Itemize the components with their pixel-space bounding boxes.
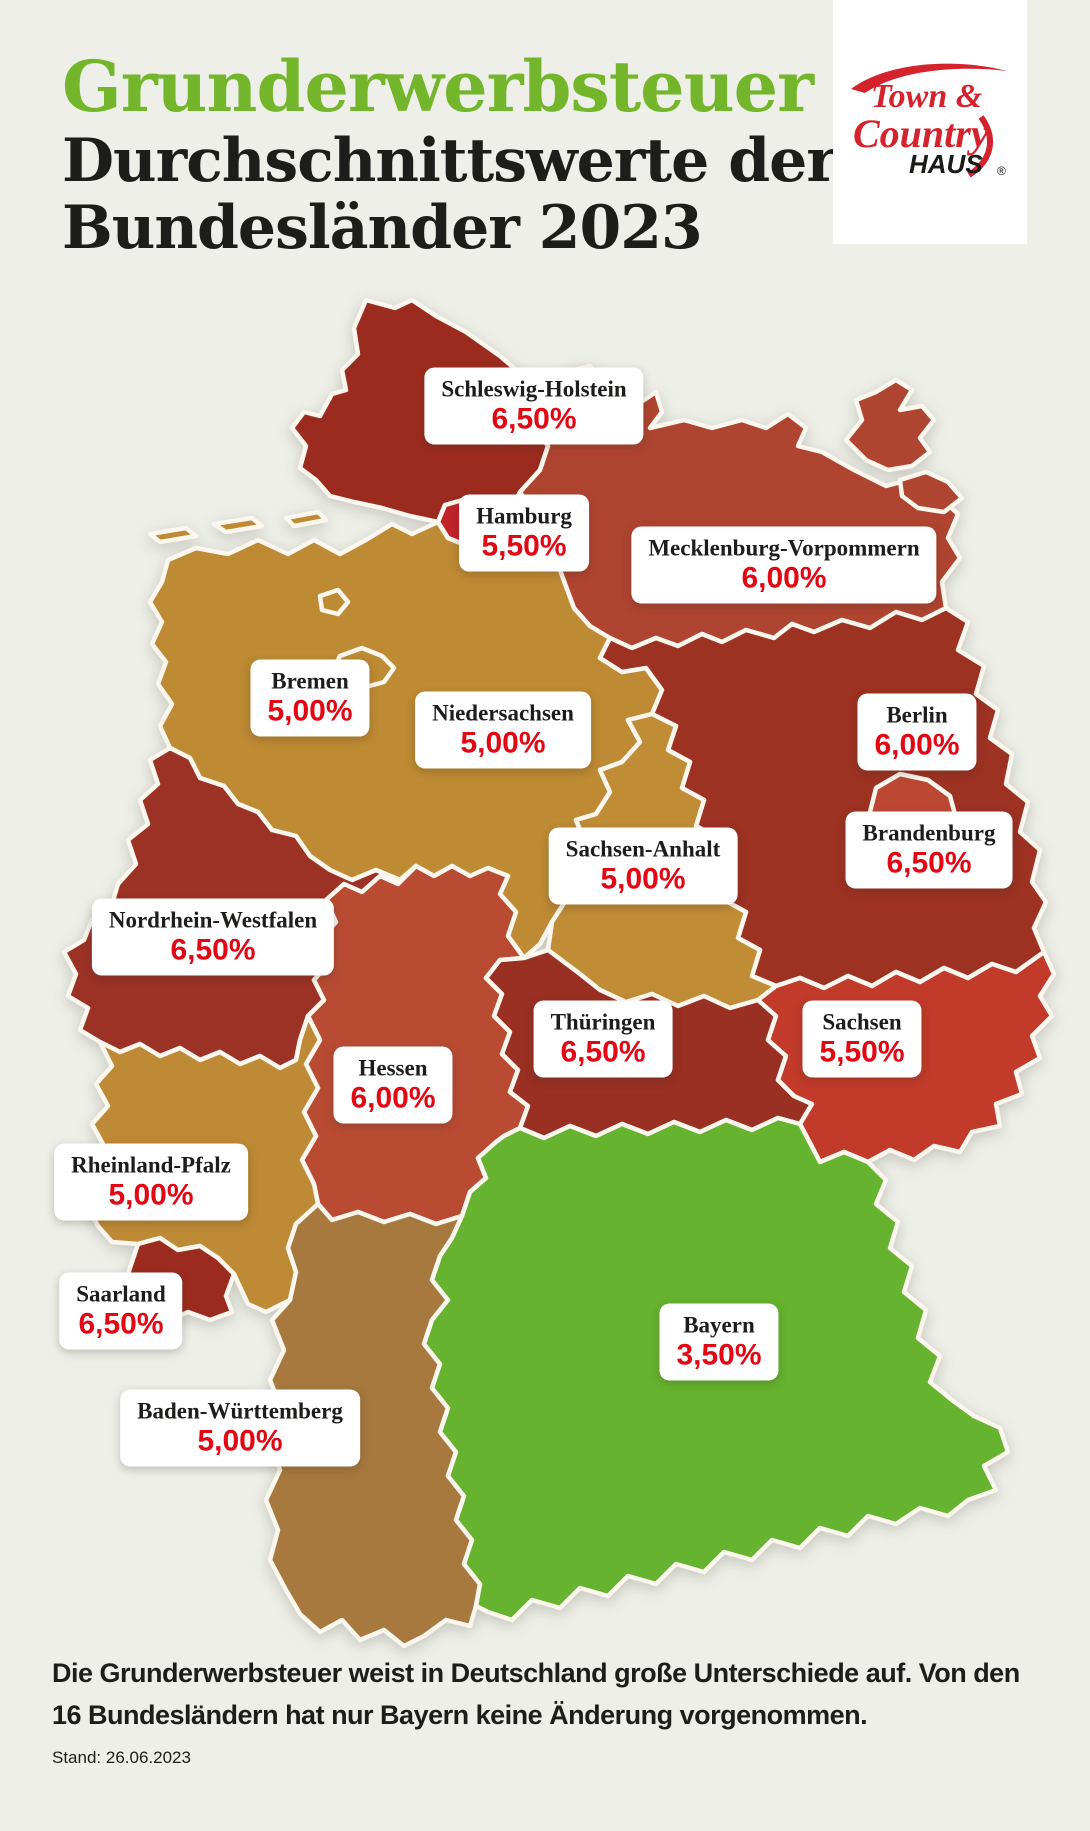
state-name: Mecklenburg-Vorpommern [648, 535, 920, 561]
label-baden-wuerttemberg: Baden-Württemberg 5,00% [120, 1389, 360, 1467]
state-tax-value: 5,50% [481, 529, 567, 563]
logo-registered-icon: ® [997, 164, 1006, 178]
state-name: Niedersachsen [432, 700, 574, 726]
logo-swoosh-icon [851, 63, 1007, 93]
state-tax-value: 5,00% [108, 1178, 194, 1212]
state-tax-value: 3,50% [676, 1338, 762, 1372]
state-name: Schleswig-Holstein [441, 376, 627, 402]
footer-description: Die Grunderwerbsteuer weist in Deutschla… [52, 1652, 1062, 1736]
label-sachsen: Sachsen 5,50% [802, 1000, 922, 1078]
label-nordrhein-westfalen: Nordrhein-Westfalen 6,50% [91, 898, 335, 976]
logo-line3: HAUS [909, 149, 983, 179]
town-country-logo: Town & Country HAUS ® [833, 0, 1027, 244]
state-tax-value: 6,50% [560, 1035, 646, 1069]
state-tax-value: 5,00% [460, 726, 546, 760]
state-name: Thüringen [550, 1009, 656, 1035]
island-icon [283, 509, 329, 529]
state-tax-value: 6,00% [350, 1081, 436, 1115]
logo-line1: Town & [871, 78, 983, 115]
state-shape-bremerhaven [317, 587, 351, 617]
town-country-logo-icon: Town & Country HAUS ® [851, 63, 1007, 179]
label-bayern: Bayern 3,50% [659, 1303, 779, 1381]
state-name: Sachsen-Anhalt [565, 836, 721, 862]
state-name: Sachsen [822, 1009, 902, 1035]
footer-line1: Die Grunderwerbsteuer weist in Deutschla… [52, 1658, 1020, 1688]
subtitle-line2: Bundesländer 2023 [62, 193, 703, 264]
state-tax-value: 5,00% [600, 862, 686, 896]
footer-line2: 16 Bundesländern hat nur Bayern keine Än… [52, 1700, 868, 1730]
logo-tail-icon [967, 115, 993, 178]
state-tax-value: 6,50% [886, 846, 972, 880]
state-name: Brandenburg [862, 820, 996, 846]
subtitle-line1: Durchschnittswerte der [62, 126, 838, 196]
logo-line2: Country [853, 111, 989, 156]
state-name: Saarland [76, 1281, 166, 1307]
label-niedersachsen: Niedersachsen 5,00% [415, 691, 591, 769]
state-name: Bremen [271, 668, 349, 694]
label-berlin: Berlin 6,00% [857, 693, 977, 771]
state-tax-value: 6,50% [491, 402, 577, 436]
state-name: Hessen [358, 1055, 428, 1081]
state-name: Hamburg [476, 503, 572, 529]
state-name: Rheinland-Pfalz [71, 1152, 231, 1178]
stand-date: Stand: 26.06.2023 [52, 1748, 191, 1767]
label-sachsen-anhalt: Sachsen-Anhalt 5,00% [548, 827, 738, 905]
state-tax-value: 5,00% [267, 694, 353, 728]
state-tax-value: 6,00% [741, 561, 827, 595]
state-tax-value: 5,00% [197, 1424, 283, 1458]
state-name: Baden-Württemberg [137, 1398, 343, 1424]
label-hessen: Hessen 6,00% [333, 1046, 453, 1124]
page-subtitle: Durchschnittswerte der Bundesländer 2023 [62, 126, 838, 264]
island-ruegen-icon [843, 377, 937, 473]
label-hamburg: Hamburg 5,50% [459, 494, 589, 572]
label-rheinland-pfalz: Rheinland-Pfalz 5,00% [54, 1143, 248, 1221]
state-tax-value: 6,50% [78, 1307, 164, 1341]
germany-states [61, 297, 1057, 1649]
page-title: Grunderwerbsteuer [62, 45, 814, 128]
header: Grunderwerbsteuer Durchschnittswerte der… [62, 45, 838, 264]
state-tax-value: 6,50% [170, 933, 256, 967]
island-icon [211, 515, 265, 535]
state-name: Bayern [683, 1312, 755, 1338]
label-schleswig-holstein: Schleswig-Holstein 6,50% [424, 367, 644, 445]
island-icon [147, 525, 199, 545]
label-thueringen: Thüringen 6,50% [533, 1000, 673, 1078]
island-usedom-icon [897, 469, 965, 515]
label-saarland: Saarland 6,50% [59, 1272, 183, 1350]
state-name: Berlin [886, 702, 948, 728]
label-brandenburg: Brandenburg 6,50% [845, 811, 1013, 889]
state-name: Nordrhein-Westfalen [108, 907, 318, 933]
state-tax-value: 5,50% [819, 1035, 905, 1069]
label-bremen: Bremen 5,00% [250, 659, 370, 737]
state-tax-value: 6,00% [874, 728, 960, 762]
label-mecklenburg-vorpommern: Mecklenburg-Vorpommern 6,00% [631, 526, 937, 604]
